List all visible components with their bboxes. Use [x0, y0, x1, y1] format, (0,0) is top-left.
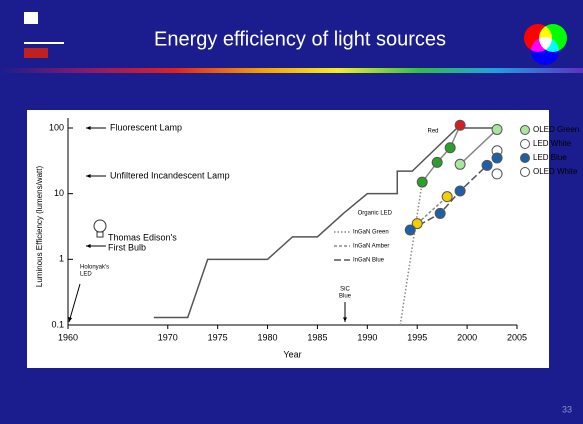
legend-label: OLED White — [533, 167, 578, 176]
y-axis-label: Luminous Efficiency (lumens/watt) — [35, 166, 44, 288]
arrow-head — [86, 244, 91, 248]
y-tick-label: 1 — [59, 254, 64, 264]
annotation: Organic LED — [358, 211, 393, 217]
x-axis-label: Year — [283, 349, 301, 359]
data-point — [416, 176, 428, 188]
annotation: SiC — [340, 287, 350, 293]
annotation: First Bulb — [108, 242, 146, 252]
annotation: LED — [80, 272, 92, 278]
x-tick-label: 1970 — [158, 332, 178, 342]
data-point — [404, 224, 416, 236]
series-line — [409, 196, 448, 231]
x-tick-label: 1975 — [208, 332, 228, 342]
data-point — [481, 159, 493, 171]
data-point — [454, 119, 466, 131]
y-tick-label: 10 — [54, 188, 64, 198]
y-tick-label: 0.1 — [51, 319, 64, 329]
bulb-base — [96, 231, 104, 238]
x-tick-label: 1995 — [407, 332, 427, 342]
arrow-head — [343, 317, 347, 322]
annotation: Thomas Edison's — [108, 232, 177, 242]
arrow-head — [86, 174, 91, 178]
data-point — [454, 185, 466, 197]
annotation: Blue — [339, 294, 352, 300]
series-line — [153, 127, 498, 319]
data-point — [441, 191, 453, 203]
data-point — [491, 168, 503, 180]
logo — [24, 12, 64, 58]
series-line — [399, 181, 423, 326]
x-tick-label: 1960 — [58, 332, 78, 342]
x-tick-label: 2000 — [457, 332, 477, 342]
data-point — [491, 152, 503, 164]
series-line — [421, 124, 461, 183]
legend-label: LED Blue — [533, 153, 567, 162]
x-tick-label: 1990 — [357, 332, 377, 342]
rainbow-bar — [0, 68, 583, 73]
annotation: Fluorescent Lamp — [110, 122, 182, 132]
annotation: Unfiltered Incandescent Lamp — [110, 170, 230, 180]
legend-label: LED White — [533, 139, 572, 148]
plot: 0.1 1 10 100 1960 1970 1975 1980 1985 1990 1995 200… — [35, 118, 579, 359]
annotation: Red — [427, 129, 438, 135]
rgb-icon — [524, 24, 567, 65]
arrow-head — [68, 317, 73, 322]
page-number: 33 — [562, 404, 572, 414]
data-point — [431, 156, 443, 168]
data-point — [411, 218, 423, 230]
legend-swatch — [520, 139, 530, 149]
data-point — [454, 158, 466, 170]
arrow — [68, 283, 81, 323]
annotation: Holonyak's — [80, 265, 109, 271]
x-tick-label: 1985 — [307, 332, 327, 342]
legend-label: OLED Green — [533, 125, 579, 134]
x-tick-label: 2005 — [507, 332, 527, 342]
legend-swatch — [520, 125, 530, 135]
y-tick-label: 100 — [49, 122, 64, 132]
legend-swatch — [520, 153, 530, 163]
legend-label: InGaN Green — [353, 230, 389, 236]
slide-title: Energy efficiency of light sources — [154, 28, 446, 50]
legend-label: InGaN Blue — [353, 258, 385, 264]
chart-panel — [27, 110, 549, 368]
data-point — [444, 142, 456, 154]
arrow-head — [86, 126, 91, 130]
legend-swatch — [520, 167, 530, 177]
data-point — [491, 123, 503, 135]
data-point — [434, 207, 446, 219]
x-tick-label: 1980 — [258, 332, 278, 342]
series-line — [459, 128, 498, 165]
legend-label: InGaN Amber — [353, 244, 389, 250]
